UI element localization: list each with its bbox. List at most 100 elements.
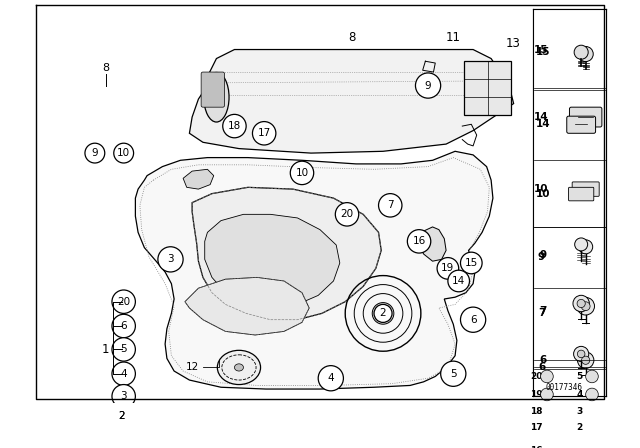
Circle shape (586, 370, 598, 383)
Text: 6: 6 (120, 321, 127, 331)
Polygon shape (183, 169, 214, 189)
Circle shape (448, 270, 470, 292)
Text: 10: 10 (296, 168, 308, 178)
Text: 2: 2 (576, 423, 582, 432)
Circle shape (461, 307, 486, 332)
FancyBboxPatch shape (568, 187, 594, 201)
FancyBboxPatch shape (572, 182, 599, 196)
Text: 19: 19 (530, 390, 543, 399)
Text: 20: 20 (530, 372, 542, 381)
Circle shape (372, 302, 394, 324)
Circle shape (577, 299, 585, 308)
Text: 5: 5 (450, 369, 456, 379)
FancyBboxPatch shape (570, 107, 602, 127)
Text: 2: 2 (380, 308, 387, 319)
Text: 20: 20 (117, 297, 130, 307)
FancyBboxPatch shape (201, 72, 225, 107)
Circle shape (573, 295, 589, 312)
Text: 12: 12 (186, 362, 199, 372)
Circle shape (85, 143, 105, 163)
Text: 7: 7 (538, 308, 545, 319)
Text: 9: 9 (540, 250, 547, 260)
Circle shape (541, 370, 553, 383)
Text: 00177346: 00177346 (545, 383, 582, 392)
Text: 5: 5 (576, 372, 582, 381)
Text: 18: 18 (530, 407, 542, 416)
Text: 11: 11 (446, 31, 461, 44)
Circle shape (112, 338, 136, 361)
Circle shape (578, 47, 593, 61)
Text: 8: 8 (348, 31, 355, 44)
Circle shape (579, 240, 593, 254)
Text: 6: 6 (540, 355, 547, 365)
Text: 15: 15 (536, 47, 550, 57)
Text: 4: 4 (120, 369, 127, 379)
Polygon shape (189, 50, 514, 153)
Ellipse shape (204, 73, 229, 122)
Text: 3: 3 (167, 254, 174, 264)
Circle shape (577, 297, 595, 315)
Text: 9: 9 (538, 252, 545, 262)
Text: 1: 1 (102, 343, 109, 356)
Text: 6: 6 (538, 362, 545, 372)
Polygon shape (192, 187, 381, 320)
Circle shape (378, 194, 402, 217)
Circle shape (110, 405, 134, 428)
Text: 3: 3 (120, 391, 127, 401)
Polygon shape (205, 214, 340, 308)
Text: 14: 14 (536, 119, 550, 129)
Text: 19: 19 (441, 263, 454, 273)
Ellipse shape (234, 364, 243, 371)
Text: 17: 17 (257, 128, 271, 138)
Text: 10: 10 (117, 148, 130, 158)
Circle shape (573, 346, 589, 362)
Circle shape (461, 252, 482, 274)
Text: 6: 6 (470, 314, 476, 325)
FancyBboxPatch shape (464, 61, 511, 115)
Text: 8: 8 (102, 63, 109, 73)
Polygon shape (185, 277, 309, 335)
Circle shape (291, 161, 314, 185)
Text: 16: 16 (412, 237, 426, 246)
Text: 5: 5 (120, 345, 127, 354)
Polygon shape (532, 9, 606, 396)
Text: 2: 2 (118, 411, 125, 421)
Text: 2: 2 (118, 411, 125, 421)
Circle shape (407, 230, 431, 253)
Text: 7: 7 (387, 200, 394, 210)
Text: 7: 7 (540, 306, 547, 316)
Circle shape (114, 143, 134, 163)
Polygon shape (136, 151, 493, 389)
FancyBboxPatch shape (567, 116, 596, 134)
Text: 3: 3 (576, 407, 582, 416)
Polygon shape (419, 227, 446, 261)
Text: 15: 15 (465, 258, 478, 268)
Circle shape (581, 302, 590, 310)
Circle shape (575, 238, 588, 251)
Circle shape (112, 290, 136, 314)
Text: 4: 4 (576, 390, 582, 399)
Circle shape (223, 114, 246, 138)
Circle shape (437, 258, 459, 279)
Circle shape (112, 314, 136, 338)
Circle shape (577, 350, 585, 358)
Text: 15: 15 (534, 44, 548, 55)
Circle shape (374, 304, 392, 323)
Circle shape (541, 422, 553, 434)
Text: 9: 9 (92, 148, 98, 158)
Circle shape (112, 362, 136, 385)
Text: 20: 20 (340, 209, 353, 220)
Text: 13: 13 (506, 37, 520, 50)
Circle shape (541, 405, 553, 418)
Text: 14: 14 (452, 276, 465, 286)
Circle shape (586, 422, 598, 434)
Text: 14: 14 (534, 112, 549, 122)
Circle shape (541, 388, 553, 401)
Circle shape (586, 388, 598, 401)
Circle shape (318, 366, 344, 391)
Circle shape (112, 384, 136, 408)
Text: 16: 16 (530, 446, 542, 448)
Circle shape (252, 121, 276, 145)
Text: 9: 9 (425, 81, 431, 90)
Text: 4: 4 (328, 373, 334, 383)
